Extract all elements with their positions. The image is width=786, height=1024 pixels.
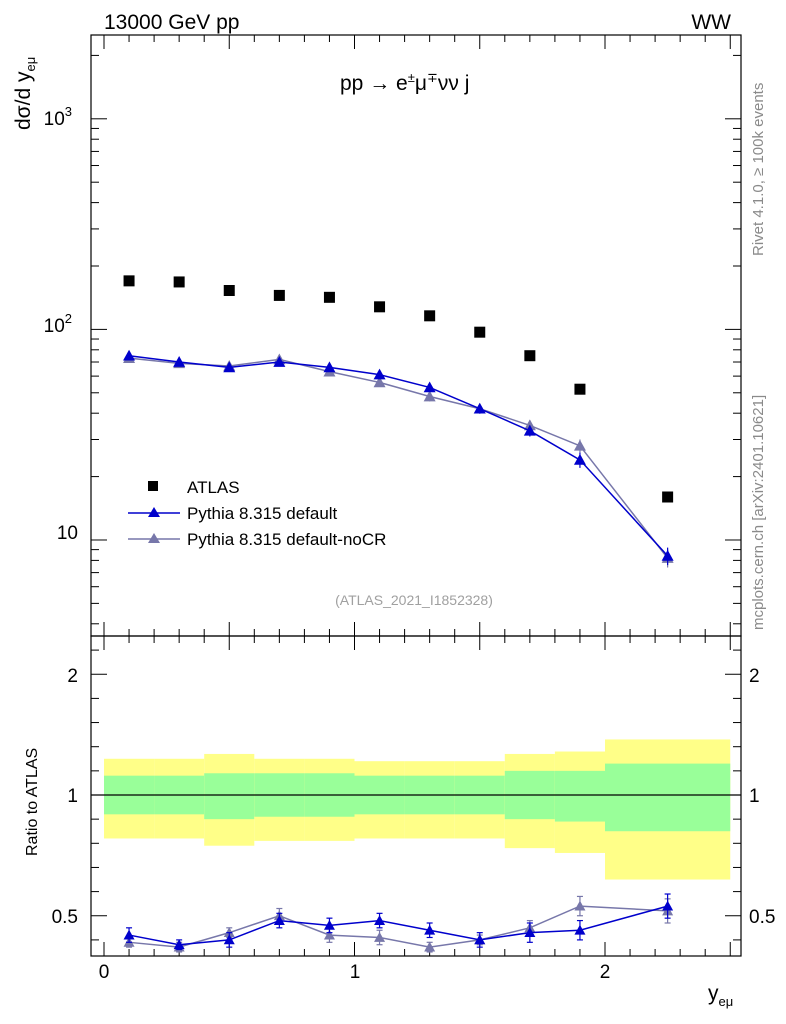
ratio-point-default	[173, 939, 185, 950]
main-point-default	[473, 402, 486, 414]
legend-nocr-label: Pythia 8.315 default-noCR	[187, 530, 386, 549]
main-point-nocr	[423, 390, 436, 402]
main-point-atlas	[323, 291, 335, 303]
ratio-ytick-label-2-right: 2	[749, 666, 760, 687]
ratio-series-line-nocr	[128, 905, 668, 948]
legend-nocr-marker	[148, 533, 160, 543]
ratio-point-nocr	[323, 929, 335, 940]
main-point-atlas	[574, 383, 586, 395]
ratio-point-default	[474, 934, 486, 945]
formula-tail: νν j	[438, 72, 470, 95]
ratio-ytick-label-1-right: 1	[749, 786, 760, 807]
main-axis-ticks	[91, 35, 741, 636]
main-panel: pp → e±μ∓νν j dσ/d yeμ 10 102 103 ATLAS …	[12, 34, 742, 637]
ratio-point-default	[323, 919, 335, 930]
main-point-atlas	[424, 310, 436, 322]
legend-atlas-marker	[148, 481, 158, 491]
main-point-atlas	[662, 491, 674, 503]
ratio-point-default	[273, 915, 285, 925]
main-point-default	[323, 361, 336, 373]
energy-label: 13000 GeV pp	[104, 11, 239, 34]
main-point-default	[123, 349, 136, 361]
ratio-panel: Ratio to ATLAS 2 1 0.5 2 1 0.5 0 1 2 yeμ	[24, 635, 775, 1009]
main-point-default	[523, 424, 536, 436]
legend-default-label: Pythia 8.315 default	[187, 504, 338, 523]
formula-sup2: ∓	[427, 70, 438, 85]
main-point-default	[573, 453, 586, 465]
x-axis-title-main: y	[708, 982, 719, 1005]
ratio-frame	[90, 635, 742, 957]
main-point-default	[173, 356, 186, 367]
main-y-axis-title-main: dσ/d y	[12, 71, 35, 130]
main-point-atlas	[474, 326, 486, 338]
legend-default-marker	[148, 507, 160, 517]
legend: ATLAS Pythia 8.315 default Pythia 8.315 …	[128, 478, 386, 549]
main-y-axis-title-sub: eμ	[23, 57, 38, 72]
main-point-nocr	[573, 439, 586, 451]
formula-mid: μ	[415, 72, 427, 95]
main-ytick-label-10: 10	[57, 523, 78, 544]
main-point-atlas	[273, 289, 285, 301]
main-point-default	[223, 361, 236, 373]
x-axis-title: yeμ	[708, 982, 733, 1009]
rivet-label: Rivet 4.1.0, ≥ 100k events	[750, 83, 767, 256]
ratio-point-default	[123, 929, 135, 940]
main-point-default	[423, 381, 436, 393]
main-ytick-100-exp: 2	[65, 311, 72, 326]
ratio-point-default	[223, 934, 235, 945]
analysis-id: (ATLAS_2021_I1852328)	[335, 592, 493, 608]
ratio-series-layer	[123, 893, 674, 953]
main-point-atlas	[173, 276, 185, 288]
main-ytick-100-base: 10	[44, 316, 65, 337]
main-series-layer	[123, 275, 674, 568]
ratio-point-default	[574, 924, 586, 935]
ratio-bands	[104, 739, 731, 880]
ratio-ytick-label-05-right: 0.5	[749, 907, 775, 928]
ratio-axis-ticks	[91, 636, 741, 956]
xtick-label-0: 0	[99, 962, 110, 983]
ratio-ytick-label-1-left: 1	[67, 786, 78, 807]
formula-lead: pp → e	[340, 72, 408, 95]
process-tag: WW	[691, 11, 731, 34]
xtick-label-2: 2	[600, 962, 611, 983]
process-formula: pp → e±μ∓νν j	[340, 70, 469, 95]
main-point-atlas	[524, 350, 536, 362]
main-point-default	[273, 356, 286, 367]
ratio-ytick-label-2-left: 2	[67, 666, 78, 687]
ratio-band-inner	[554, 770, 605, 822]
ratio-point-default	[374, 915, 386, 925]
main-y-axis-title: dσ/d yeμ	[12, 57, 38, 130]
main-ytick-label-1000: 103	[44, 104, 72, 130]
main-series-line-nocr	[128, 357, 669, 559]
ratio-point-default	[524, 927, 536, 938]
mcplots-label: mcplots.cern.ch [arXiv:2401.10621]	[750, 395, 767, 630]
ratio-point-default	[424, 924, 436, 935]
main-point-atlas	[123, 275, 135, 287]
main-point-atlas	[223, 284, 235, 296]
ratio-y-axis-title: Ratio to ATLAS	[24, 748, 41, 856]
main-ytick-label-100: 102	[44, 311, 72, 337]
ratio-band-inner	[605, 763, 731, 832]
formula-sup1: ±	[408, 70, 415, 85]
legend-atlas-label: ATLAS	[187, 478, 240, 497]
ratio-point-nocr	[574, 900, 586, 911]
main-point-atlas	[374, 301, 386, 313]
ratio-point-default	[662, 900, 674, 911]
xtick-label-1: 1	[350, 962, 361, 983]
main-point-nocr	[373, 376, 386, 388]
ratio-point-nocr	[424, 941, 436, 952]
ratio-point-nocr	[374, 931, 386, 942]
ratio-ytick-label-05-left: 0.5	[52, 907, 78, 928]
main-ytick-1000-exp: 3	[65, 104, 72, 119]
main-point-default	[373, 368, 386, 380]
main-ytick-1000-base: 10	[44, 109, 65, 130]
main-point-default	[661, 549, 674, 561]
x-axis-title-sub: eμ	[719, 994, 734, 1009]
ratio-band-inner	[204, 773, 255, 820]
